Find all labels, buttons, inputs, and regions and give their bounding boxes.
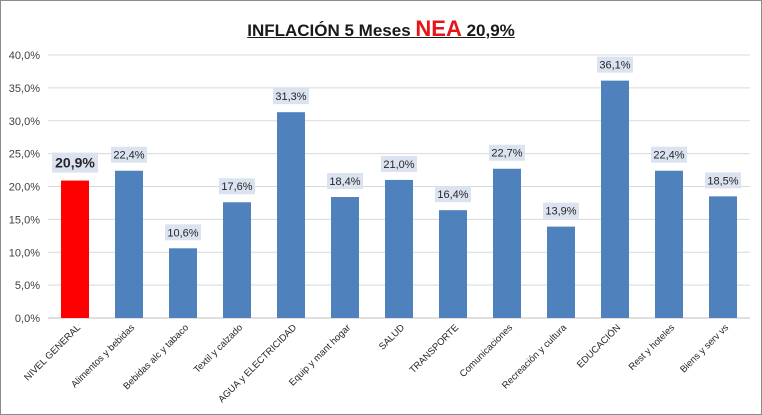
y-tick-label: 35,0% [9,83,40,95]
bar [439,210,467,318]
data-label-box [543,202,579,219]
data-label-box [381,155,417,172]
chart-title: INFLACIÓN 5 Meses NEA 20,9% [0,16,762,42]
y-tick-label: 15,0% [9,214,40,226]
bar [115,170,143,318]
data-label: 17,6% [221,181,252,193]
data-label-box [273,88,309,105]
chart-title-prefix: INFLACIÓN 5 Meses [247,21,411,40]
bar [601,80,629,318]
category-label: SALUD [377,322,407,352]
y-tick-label: 30,0% [9,116,40,128]
bar [709,196,737,318]
data-label: 10,6% [167,227,198,239]
category-label: Textil y calzado [192,322,245,375]
category-label: TRANSPORTE [408,322,462,376]
y-tick-label: 5,0% [15,280,40,292]
y-tick-label: 0,0% [15,313,40,325]
bar [493,168,521,318]
data-label-box [597,56,633,73]
chart-title-suffix: 20,9% [466,21,515,40]
data-label-box [165,224,201,241]
category-label: Rest y hoteles [627,322,678,373]
data-label: 20,9% [55,155,95,171]
data-label: 13,9% [545,206,576,218]
y-tick-label: 20,0% [9,182,40,194]
category-label: NIVEL GENERAL [22,322,83,383]
bar [655,170,683,318]
data-label-box [705,172,741,189]
y-tick-label: 10,0% [9,247,40,259]
data-label-box [327,173,363,190]
data-label-box [52,152,98,173]
bar [169,248,197,318]
data-label: 16,4% [437,189,468,201]
category-label: Comunicaciones [458,322,516,380]
data-label: 36,1% [599,60,630,72]
data-label: 22,7% [491,148,522,160]
bar [331,197,359,318]
bar [385,179,413,318]
data-label: 18,4% [329,176,360,188]
data-label: 22,4% [113,150,144,162]
bar [61,180,89,318]
data-label: 31,3% [275,91,306,103]
category-label: Biens y serv vs [678,322,731,375]
data-label-box [219,178,255,195]
data-label: 18,5% [707,175,738,187]
data-label: 22,4% [653,150,684,162]
data-label-box [651,146,687,163]
bar [223,202,251,318]
data-label-box [489,144,525,161]
chart-title-accent: NEA [415,16,462,41]
bar [547,226,575,318]
data-label-box [111,146,147,163]
data-label: 21,0% [383,159,414,171]
y-tick-label: 25,0% [9,149,40,161]
data-label-box [435,186,471,203]
bar [277,112,305,318]
category-label: EDUCACIÓN [575,322,623,370]
y-tick-label: 40,0% [9,50,40,62]
